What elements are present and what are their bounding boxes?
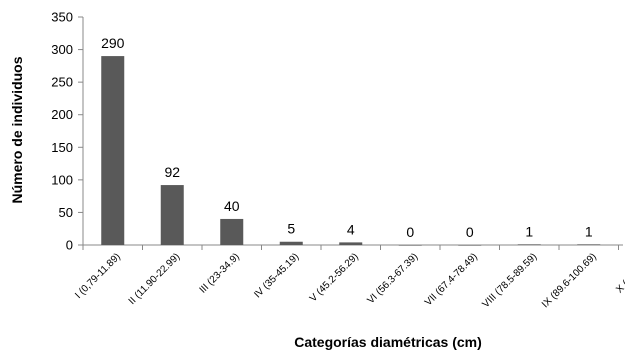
x-tick-label: V (45.2-56.29) — [308, 251, 361, 304]
y-tick-label: 250 — [51, 75, 73, 90]
y-tick-label: 150 — [51, 140, 73, 155]
data-label: 0 — [406, 224, 414, 240]
x-tick-label: II (11.90-22.99) — [127, 251, 183, 307]
x-tick-label: I (0,79-11.89) — [73, 251, 123, 301]
x-axis — [82, 244, 623, 250]
x-axis-title: Categorías diamétricas (cm) — [294, 334, 482, 350]
y-axis-title: Número de individuos — [9, 56, 25, 203]
x-tick-label: X (100.7-11 — [614, 251, 625, 296]
data-label: 5 — [287, 221, 295, 237]
bars — [101, 56, 601, 246]
bar — [458, 245, 482, 246]
bar — [398, 245, 422, 246]
bar — [220, 218, 244, 245]
data-label: 4 — [347, 221, 355, 237]
y-tick-label: 0 — [66, 238, 73, 253]
x-tick-label: VIII (78.5-89.59) — [480, 251, 539, 310]
bar — [101, 56, 125, 246]
data-label: 1 — [585, 223, 593, 239]
y-tick-label: 300 — [51, 42, 73, 57]
y-tick-label: 350 — [51, 10, 73, 25]
y-tick-label: 50 — [59, 205, 73, 220]
x-tick-label: VII (67.4-78.49) — [423, 251, 480, 308]
y-tick-label: 200 — [51, 107, 73, 122]
bar — [577, 244, 601, 245]
y-tick-label: 100 — [51, 172, 73, 187]
y-axis: 0 50 100 150 200 250 300 350 — [51, 10, 84, 253]
x-tick-label: IV (35-45.19) — [252, 251, 301, 300]
data-label: 40 — [224, 198, 240, 214]
data-label: 0 — [466, 224, 474, 240]
bar — [160, 185, 184, 245]
data-label: 92 — [164, 164, 180, 180]
data-label: 1 — [525, 223, 533, 239]
x-tick-label: IX (89.6-100.69) — [540, 251, 599, 310]
bar — [339, 242, 363, 245]
x-tick-label: VI (56.3-67.39) — [365, 251, 420, 306]
bar — [279, 241, 303, 245]
data-label: 290 — [101, 35, 125, 51]
x-tick-labels: I (0,79-11.89) II (11.90-22.99) III (23-34… — [73, 251, 625, 310]
x-tick-label: III (23-34.9) — [198, 251, 242, 295]
bar — [517, 244, 541, 245]
